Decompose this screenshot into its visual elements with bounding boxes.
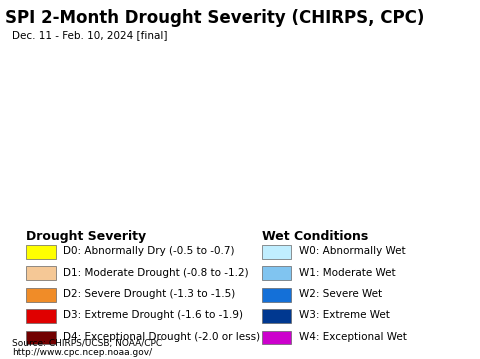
Text: D1: Moderate Drought (-0.8 to -1.2): D1: Moderate Drought (-0.8 to -1.2) [63, 267, 249, 278]
FancyBboxPatch shape [262, 331, 291, 345]
Text: Source: CHIRPS/UCSB, NOAA/CPC: Source: CHIRPS/UCSB, NOAA/CPC [12, 339, 162, 348]
FancyBboxPatch shape [262, 245, 291, 259]
Text: http://www.cpc.ncep.noaa.gov/: http://www.cpc.ncep.noaa.gov/ [12, 348, 152, 357]
FancyBboxPatch shape [262, 288, 291, 302]
Text: W0: Abnormally Wet: W0: Abnormally Wet [299, 246, 405, 256]
FancyBboxPatch shape [262, 266, 291, 280]
Text: SPI 2-Month Drought Severity (CHIRPS, CPC): SPI 2-Month Drought Severity (CHIRPS, CP… [5, 9, 424, 27]
FancyBboxPatch shape [26, 331, 56, 345]
Text: W1: Moderate Wet: W1: Moderate Wet [299, 267, 395, 278]
FancyBboxPatch shape [26, 288, 56, 302]
FancyBboxPatch shape [262, 309, 291, 323]
FancyBboxPatch shape [26, 266, 56, 280]
Text: Dec. 11 - Feb. 10, 2024 [final]: Dec. 11 - Feb. 10, 2024 [final] [12, 30, 168, 40]
FancyBboxPatch shape [26, 245, 56, 259]
Text: W4: Exceptional Wet: W4: Exceptional Wet [299, 332, 407, 342]
Text: W2: Severe Wet: W2: Severe Wet [299, 289, 382, 299]
Text: D4: Exceptional Drought (-2.0 or less): D4: Exceptional Drought (-2.0 or less) [63, 332, 261, 342]
Text: D2: Severe Drought (-1.3 to -1.5): D2: Severe Drought (-1.3 to -1.5) [63, 289, 236, 299]
Text: D0: Abnormally Dry (-0.5 to -0.7): D0: Abnormally Dry (-0.5 to -0.7) [63, 246, 235, 256]
FancyBboxPatch shape [26, 309, 56, 323]
Text: D3: Extreme Drought (-1.6 to -1.9): D3: Extreme Drought (-1.6 to -1.9) [63, 311, 243, 321]
Text: Wet Conditions: Wet Conditions [262, 230, 368, 243]
Text: Drought Severity: Drought Severity [26, 230, 146, 243]
Text: W3: Extreme Wet: W3: Extreme Wet [299, 311, 389, 321]
